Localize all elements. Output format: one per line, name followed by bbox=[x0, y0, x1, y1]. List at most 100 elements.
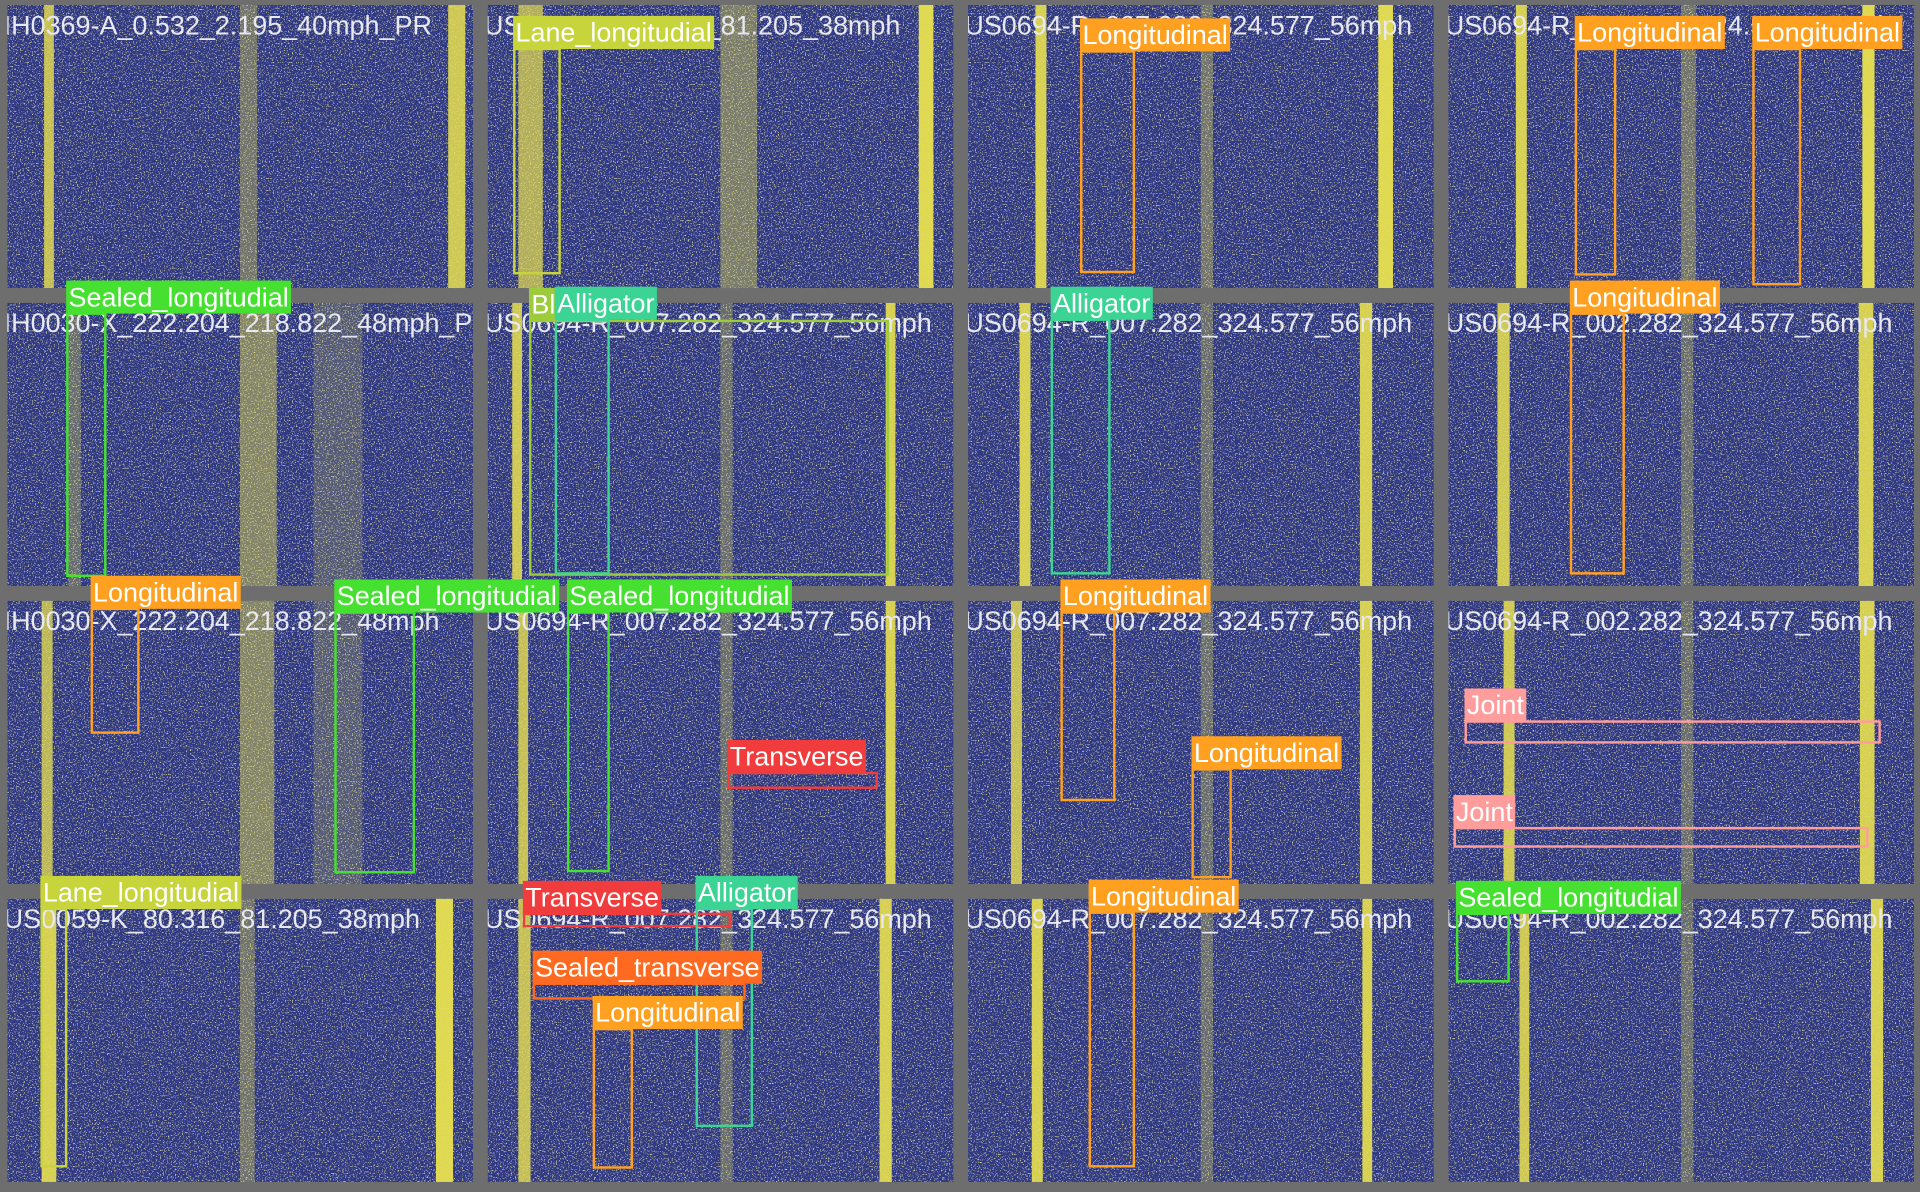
lane-stripe bbox=[885, 600, 896, 885]
lane-stripe bbox=[1862, 4, 1875, 289]
texture bbox=[7, 898, 474, 1182]
tile: IH0369-A_0.532_2.195_40mph_PR bbox=[4, 4, 474, 289]
tile: US0694-R_007.282_324.577_56mph bbox=[968, 600, 1434, 885]
tile: IH0030-X_222.204_218.822_48mph_PR bbox=[7, 302, 474, 587]
detection-label: Lane_longitudial bbox=[43, 878, 239, 908]
lane-stripe bbox=[448, 4, 466, 289]
lane-stripe bbox=[720, 4, 758, 289]
texture bbox=[968, 898, 1434, 1182]
detection-label: Alligator bbox=[557, 288, 654, 318]
label-bg bbox=[1455, 880, 1681, 914]
tile-title: IH0369-A_0.532_2.195_40mph_PR bbox=[4, 10, 432, 40]
lane-stripe bbox=[1200, 4, 1213, 289]
lane-stripe bbox=[1035, 4, 1047, 289]
label-bg bbox=[1050, 286, 1153, 320]
detection-label: Joint bbox=[1467, 690, 1524, 720]
detection-label: Longitudinal bbox=[1063, 581, 1208, 611]
tile-title: US0059-K_80.316_81.205_38mph bbox=[4, 904, 420, 934]
lane-stripe bbox=[518, 600, 529, 885]
label-bg bbox=[592, 995, 743, 1030]
detection-label: Longitudinal bbox=[1082, 20, 1227, 50]
tile: US0694-R_007.282_324.577_56mph bbox=[968, 898, 1434, 1182]
detection-label: Alligator bbox=[698, 878, 795, 908]
lane-stripe bbox=[44, 4, 54, 289]
texture bbox=[1448, 302, 1915, 587]
lane-stripe bbox=[879, 898, 892, 1182]
lane-stripe bbox=[1497, 302, 1510, 587]
label-bg bbox=[513, 15, 715, 50]
tile: US0059-K_80.316_81.205_38mph bbox=[4, 898, 474, 1182]
lane-stripe bbox=[1519, 898, 1530, 1182]
label-bg bbox=[1060, 579, 1211, 613]
label-bg bbox=[90, 575, 241, 609]
bbox bbox=[1464, 720, 1881, 744]
detection-label: Transverse bbox=[525, 883, 659, 913]
lane-stripe bbox=[1359, 600, 1373, 885]
lane-stripe bbox=[41, 600, 53, 885]
texture bbox=[487, 4, 954, 289]
tile: US0694-R_007.282_324.577_56mph bbox=[487, 600, 954, 885]
lane-stripe bbox=[1681, 302, 1694, 587]
label-bg bbox=[1088, 879, 1239, 913]
tile: US0694-R_002.282_324.577_56mph bbox=[1448, 302, 1915, 587]
detection-label: Joint bbox=[1456, 797, 1513, 827]
label-bg bbox=[1464, 688, 1527, 722]
lane-stripe bbox=[885, 302, 896, 587]
tile: US0694-R_007.282_324.577_56mph bbox=[968, 4, 1434, 289]
texture bbox=[487, 302, 954, 587]
detection-label: Sealed_longitudial bbox=[1458, 883, 1678, 913]
texture bbox=[487, 600, 954, 885]
lane-stripe bbox=[720, 600, 733, 885]
label-bg bbox=[522, 880, 662, 914]
label-bg bbox=[1569, 280, 1720, 314]
label-bg bbox=[1574, 15, 1725, 50]
tile: US0694-R_007.282_324.577_56mph bbox=[968, 302, 1434, 587]
detection-label: Sealed_longitudial bbox=[69, 282, 289, 312]
lane-stripe bbox=[435, 898, 454, 1182]
detection-label: Sealed_longitudial bbox=[569, 581, 789, 611]
lane-stripe bbox=[518, 4, 543, 289]
label-bg bbox=[554, 286, 657, 320]
lane-stripe bbox=[512, 302, 522, 587]
lane-stripe bbox=[518, 898, 531, 1182]
lane-stripe bbox=[1378, 4, 1393, 289]
detection-label: Sealed_longitudial bbox=[337, 581, 557, 611]
lane-stripe bbox=[1010, 600, 1022, 885]
detection-label: Bl bbox=[531, 290, 555, 320]
bbox bbox=[1453, 826, 1869, 848]
label-bg bbox=[566, 579, 792, 613]
lane-stripe bbox=[240, 898, 255, 1182]
lane-stripe bbox=[1681, 4, 1696, 289]
lane-stripe bbox=[240, 4, 258, 289]
label-bg bbox=[1752, 15, 1903, 50]
detection-label: Longitudinal bbox=[1577, 18, 1722, 48]
tile-title: US0694-R_002.282_324.577_56mph bbox=[1445, 606, 1893, 636]
label-bg bbox=[334, 579, 560, 613]
lane-stripe bbox=[1515, 4, 1527, 289]
label-bg bbox=[532, 950, 763, 984]
detection-label: Longitudinal bbox=[93, 578, 238, 608]
lane-stripe bbox=[1031, 898, 1043, 1182]
label-bg bbox=[695, 875, 798, 910]
detection-label: Longitudinal bbox=[1194, 738, 1339, 768]
lane-stripe bbox=[1858, 302, 1874, 587]
lane-stripe bbox=[240, 302, 277, 587]
label-bg bbox=[40, 875, 242, 910]
detection-label: Longitudinal bbox=[1091, 881, 1236, 911]
label-bg bbox=[1191, 736, 1342, 770]
bbox bbox=[528, 319, 889, 576]
tile: US0059-K_80.316_81.205_38mph bbox=[487, 4, 954, 289]
detection-label: Sealed_transverse bbox=[535, 952, 760, 982]
label-bg bbox=[1080, 18, 1231, 52]
tile: US0694-R_002.282_324.577_56mph bbox=[1448, 898, 1915, 1182]
detection-label: Transverse bbox=[730, 742, 864, 772]
texture bbox=[7, 4, 474, 289]
label-bg bbox=[727, 739, 866, 774]
lane-stripe bbox=[1359, 302, 1373, 587]
texture bbox=[487, 898, 954, 1182]
label-bg bbox=[528, 287, 558, 321]
lane-stripe bbox=[720, 302, 733, 587]
lane-stripe bbox=[1019, 302, 1031, 587]
